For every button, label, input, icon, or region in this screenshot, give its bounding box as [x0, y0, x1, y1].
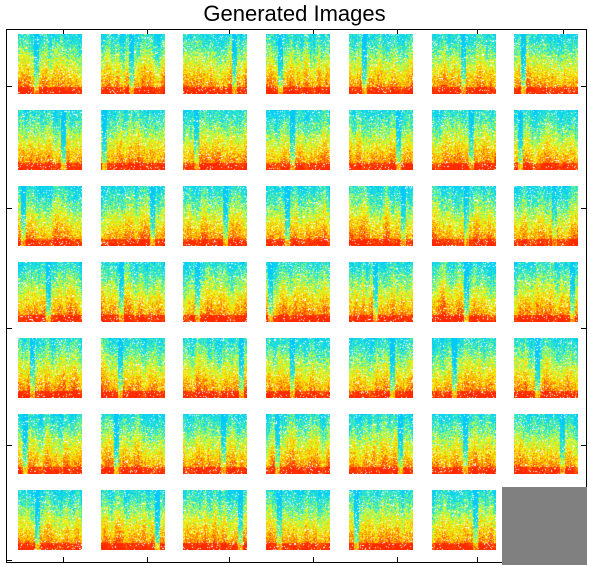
- axis-tick: [63, 30, 64, 35]
- axis-tick: [7, 208, 12, 209]
- generated-spectrogram-image: [514, 186, 578, 246]
- generated-spectrogram-image: [101, 110, 165, 170]
- empty-grid-cell: [502, 487, 587, 565]
- axis-tick: [229, 30, 230, 35]
- generated-spectrogram-image: [514, 110, 578, 170]
- generated-spectrogram-image: [18, 490, 82, 550]
- generated-spectrogram-image: [101, 186, 165, 246]
- generated-spectrogram-image: [432, 414, 496, 474]
- axis-tick: [63, 557, 64, 562]
- figure-title: Generated Images: [203, 1, 386, 26]
- generated-spectrogram-image: [432, 34, 496, 94]
- axis-tick: [477, 557, 478, 562]
- generated-spectrogram-image: [349, 414, 413, 474]
- generated-spectrogram-image: [266, 186, 330, 246]
- axis-tick: [229, 557, 230, 562]
- generated-spectrogram-image: [266, 338, 330, 398]
- generated-spectrogram-image: [349, 262, 413, 322]
- axis-tick: [7, 86, 12, 87]
- generated-spectrogram-image: [18, 262, 82, 322]
- generated-spectrogram-image: [514, 262, 578, 322]
- generated-spectrogram-image: [349, 338, 413, 398]
- generated-spectrogram-image: [18, 338, 82, 398]
- generated-spectrogram-image: [183, 262, 247, 322]
- generated-spectrogram-image: [101, 34, 165, 94]
- generated-spectrogram-image: [349, 34, 413, 94]
- generated-spectrogram-image: [183, 186, 247, 246]
- generated-spectrogram-image: [266, 34, 330, 94]
- generated-spectrogram-image: [514, 34, 578, 94]
- generated-spectrogram-image: [349, 110, 413, 170]
- generated-spectrogram-image: [101, 414, 165, 474]
- axis-tick: [563, 30, 564, 35]
- axis-tick: [397, 30, 398, 35]
- generated-spectrogram-image: [432, 186, 496, 246]
- generated-spectrogram-image: [432, 490, 496, 550]
- axis-tick: [313, 30, 314, 35]
- generated-spectrogram-image: [432, 338, 496, 398]
- generated-spectrogram-image: [183, 490, 247, 550]
- axis-tick: [7, 328, 12, 329]
- generated-spectrogram-image: [101, 262, 165, 322]
- generated-spectrogram-image: [432, 262, 496, 322]
- generated-spectrogram-image: [266, 262, 330, 322]
- generated-spectrogram-image: [101, 490, 165, 550]
- generated-spectrogram-image: [18, 186, 82, 246]
- axis-tick: [397, 557, 398, 562]
- generated-spectrogram-image: [266, 414, 330, 474]
- axis-tick: [7, 445, 12, 446]
- axis-tick: [581, 86, 586, 87]
- generated-spectrogram-image: [183, 110, 247, 170]
- generated-spectrogram-image: [349, 490, 413, 550]
- axis-tick: [7, 560, 12, 561]
- generated-spectrogram-image: [18, 110, 82, 170]
- axis-tick: [477, 30, 478, 35]
- generated-spectrogram-image: [18, 34, 82, 94]
- generated-spectrogram-image: [101, 338, 165, 398]
- generated-spectrogram-image: [266, 110, 330, 170]
- image-grid-axes: [6, 29, 587, 565]
- generated-spectrogram-image: [18, 414, 82, 474]
- axis-tick: [147, 557, 148, 562]
- axis-tick: [581, 445, 586, 446]
- generated-spectrogram-image: [183, 414, 247, 474]
- generated-spectrogram-image: [432, 110, 496, 170]
- generated-spectrogram-image: [514, 338, 578, 398]
- axis-tick: [581, 208, 586, 209]
- generated-spectrogram-image: [349, 186, 413, 246]
- axis-tick: [313, 557, 314, 562]
- generated-spectrogram-image: [183, 338, 247, 398]
- generated-spectrogram-image: [514, 414, 578, 474]
- generated-spectrogram-image: [183, 34, 247, 94]
- axis-tick: [147, 30, 148, 35]
- generated-spectrogram-image: [266, 490, 330, 550]
- axis-tick: [581, 328, 586, 329]
